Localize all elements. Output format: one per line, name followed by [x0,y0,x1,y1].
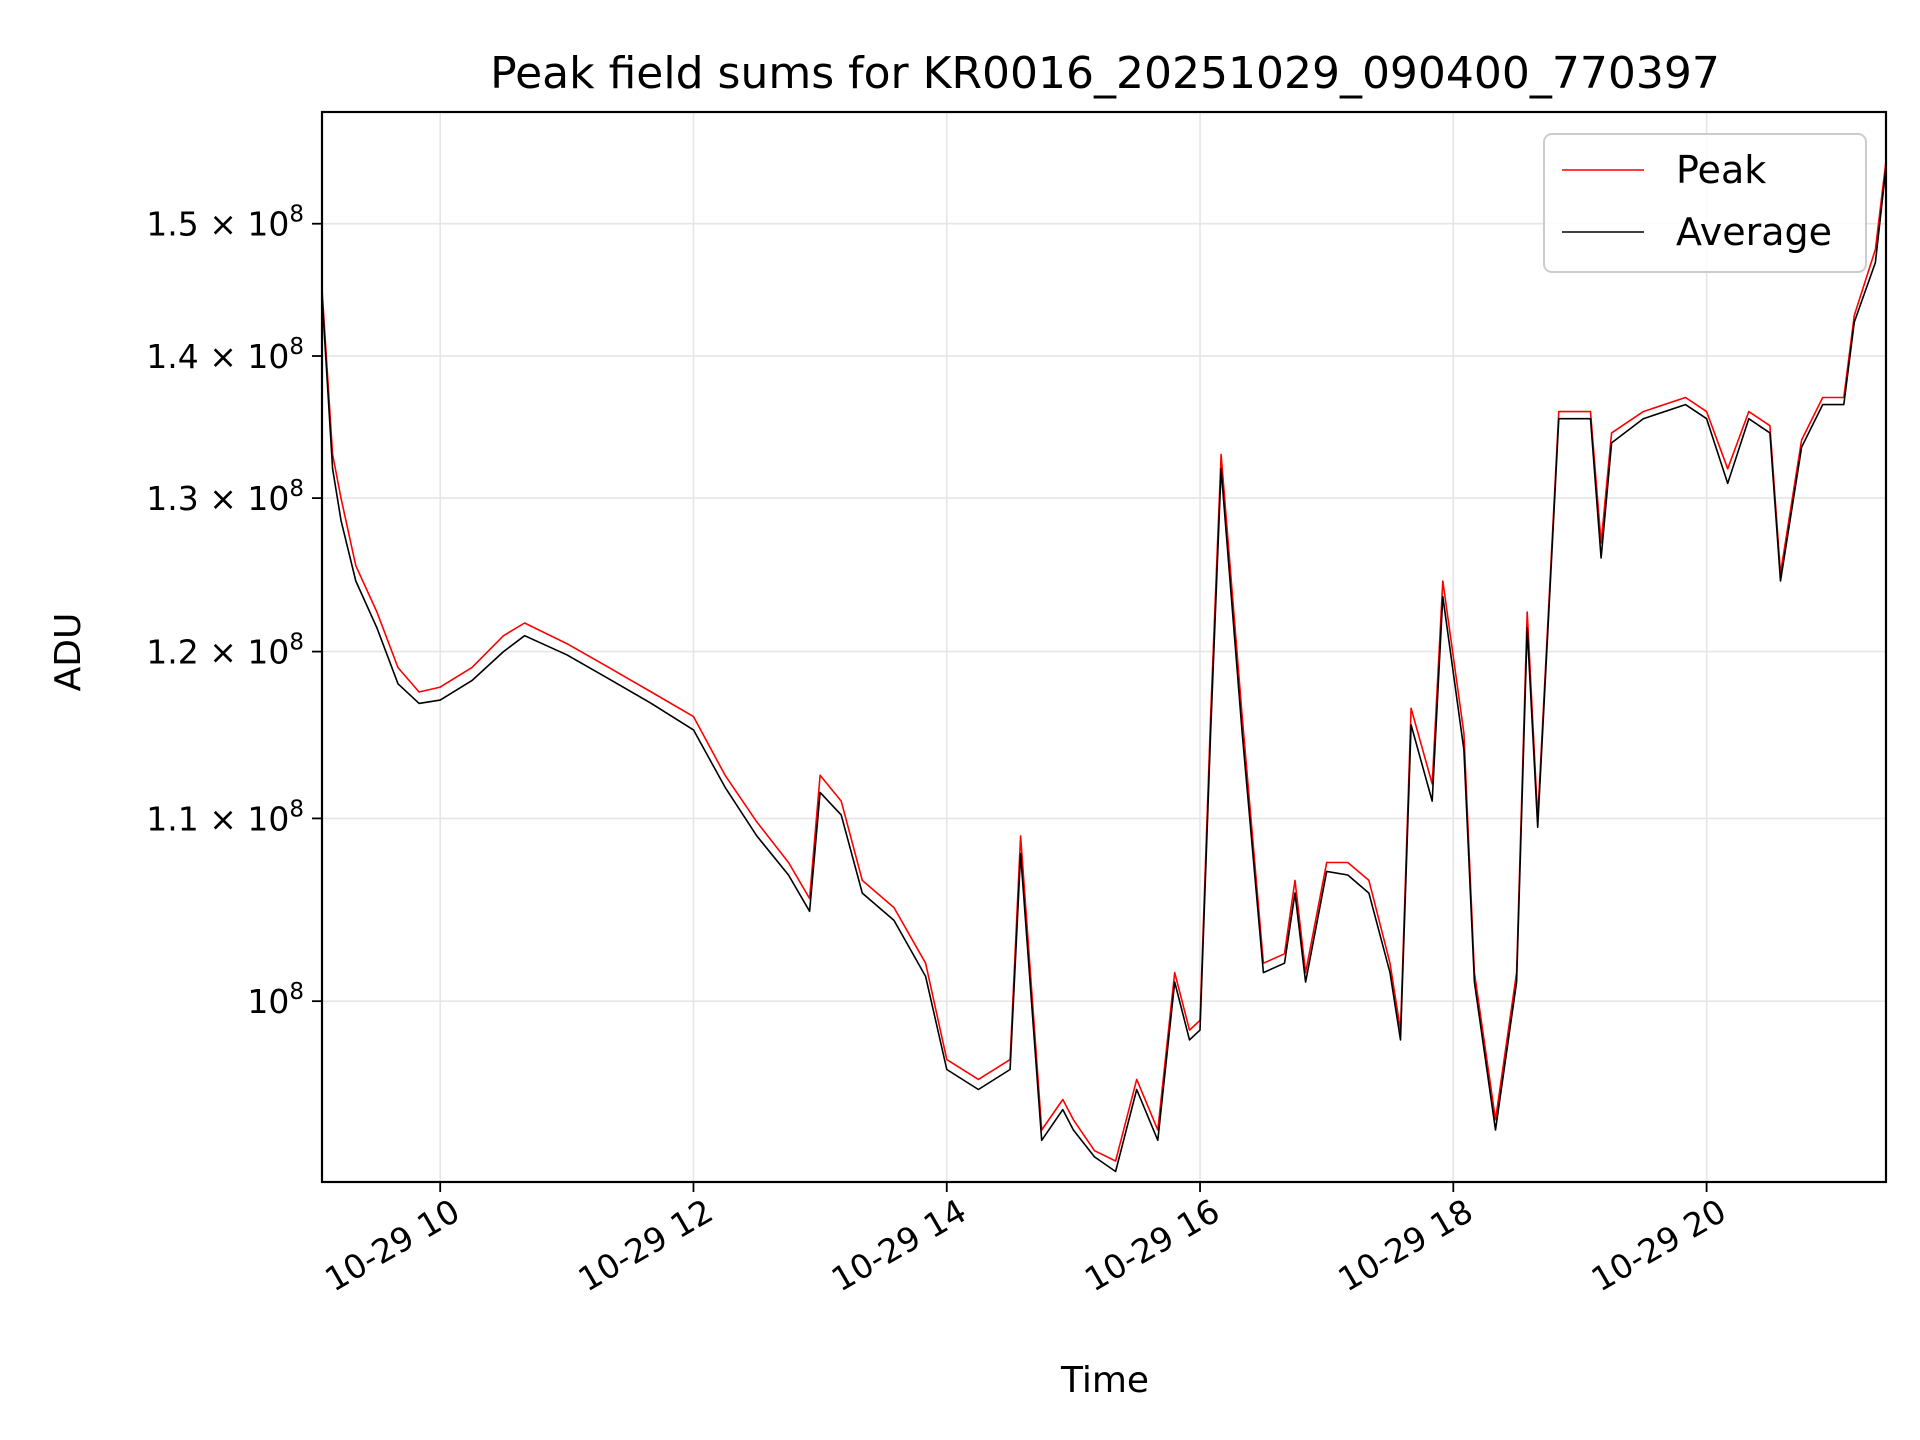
y-axis-label: ADU [48,613,89,692]
y-tick-label: 108 [247,979,304,1021]
legend-label-average: Average [1676,210,1832,254]
series-line-average [321,166,1887,1173]
y-tick-label: 1.2 × 108 [146,630,304,672]
chart-title: Peak field sums for KR0016_20251029_0904… [490,48,1720,99]
y-axis: 108 1.1 × 108 1.2 × 108 1.3 × 108 1.4 × 108 1… [146,202,322,1021]
gridlines [322,112,1886,1182]
y-tick-label: 1.1 × 108 [146,796,304,838]
legend: Peak Average [1543,133,1867,273]
series-layer [321,160,1887,1173]
legend-label-peak: Peak [1676,148,1766,192]
y-tick-label: 1.5 × 108 [146,202,304,244]
x-axis-label: Time [1060,1360,1149,1401]
y-tick-label: 1.3 × 108 [146,476,304,518]
y-tick-label: 1.4 × 108 [146,334,304,376]
legend-box [1543,133,1867,273]
plot-frame [320,110,1888,1184]
